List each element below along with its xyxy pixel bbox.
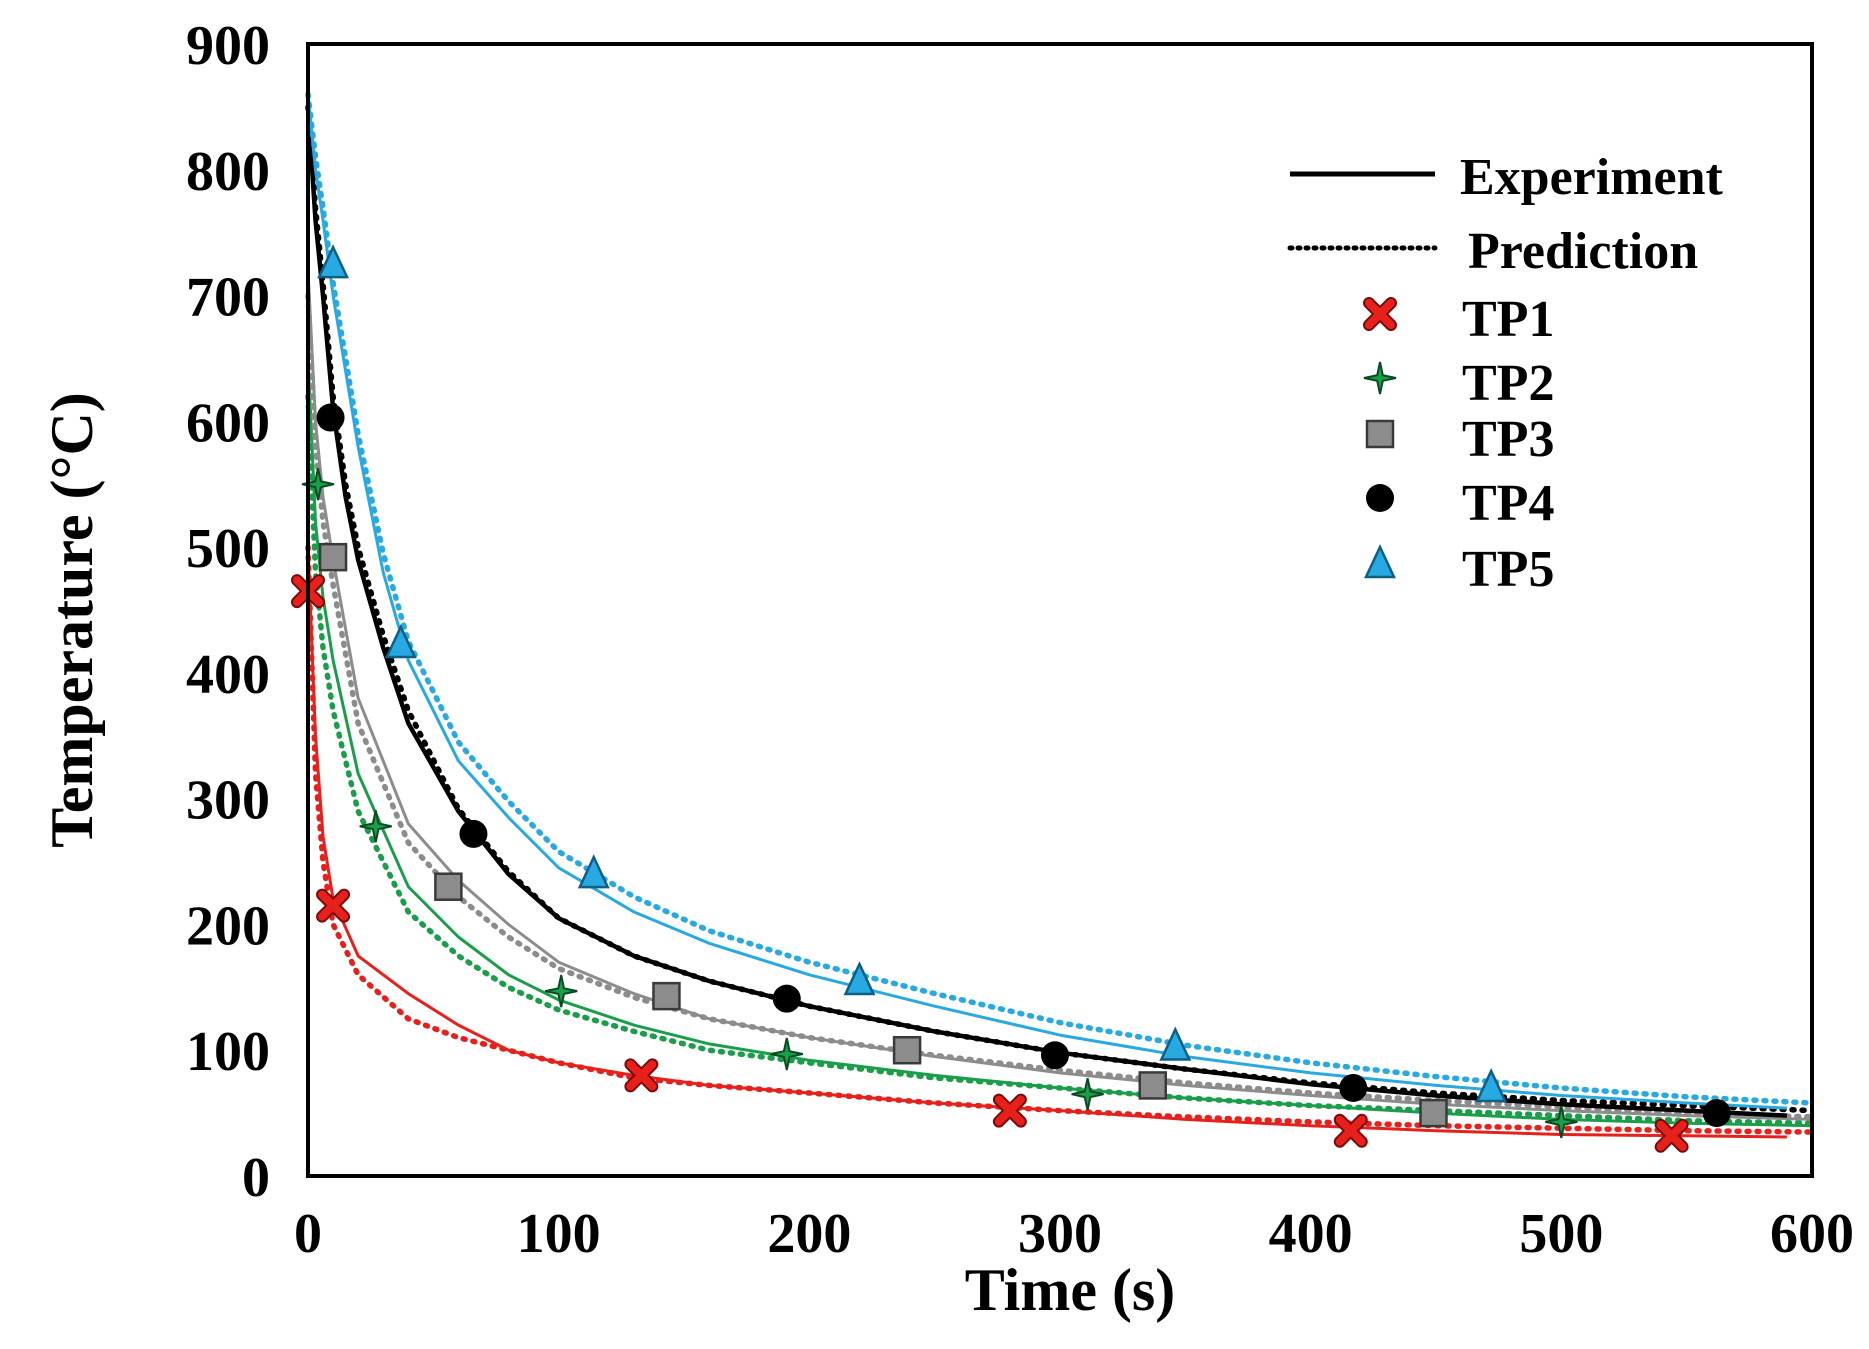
legend-tp4-label: TP4 bbox=[1462, 475, 1554, 532]
markers-layer bbox=[291, 244, 1731, 1153]
tp2-prediction-line bbox=[305, 393, 1815, 1126]
x-tick-label-600: 600 bbox=[1770, 1203, 1854, 1265]
y-tick-label-200: 200 bbox=[186, 895, 270, 957]
y-tick-label-500: 500 bbox=[186, 518, 270, 580]
tp4-marker bbox=[1040, 1041, 1069, 1070]
tp3-marker bbox=[434, 872, 463, 901]
x-tick-label-300: 300 bbox=[1018, 1203, 1102, 1265]
tp4-marker bbox=[316, 403, 345, 432]
tp4-marker bbox=[1339, 1073, 1368, 1102]
x-tick-label-200: 200 bbox=[767, 1203, 851, 1265]
tp3-marker bbox=[892, 1035, 922, 1065]
tp4-marker bbox=[772, 984, 801, 1013]
x-tick-label-400: 400 bbox=[1269, 1203, 1353, 1265]
legend-tp5-label: TP5 bbox=[1462, 541, 1554, 598]
y-axis-title: Temperature (°C) bbox=[39, 392, 105, 848]
tp5-marker bbox=[843, 961, 876, 996]
y-tick-label-400: 400 bbox=[186, 644, 270, 706]
y-tick-labels: 0 100 200 300 400 500 600 700 800 900 bbox=[186, 15, 270, 1209]
tp1-marker bbox=[316, 888, 351, 923]
tp3-prediction-line bbox=[305, 292, 1815, 1120]
y-tick-label-800: 800 bbox=[186, 141, 270, 203]
tp2-marker bbox=[1071, 1077, 1104, 1111]
tp3-marker bbox=[1419, 1098, 1448, 1128]
y-tick-label-0: 0 bbox=[242, 1147, 270, 1209]
tp3-marker bbox=[1138, 1071, 1167, 1100]
tp1-marker bbox=[992, 1093, 1027, 1128]
legend-experiment-label: Experiment bbox=[1460, 149, 1724, 206]
legend-tp2-label: TP2 bbox=[1462, 355, 1554, 412]
legend-prediction-label: Prediction bbox=[1468, 223, 1698, 280]
legend-tp5-swatch bbox=[1364, 544, 1396, 579]
tp3-marker bbox=[318, 542, 348, 572]
tp2-marker bbox=[1545, 1105, 1578, 1139]
tp1-marker bbox=[624, 1058, 659, 1093]
tp5-experiment-line bbox=[306, 94, 1787, 1110]
tp2-marker bbox=[770, 1037, 804, 1071]
tp4-marker bbox=[459, 819, 488, 848]
y-tick-label-900: 900 bbox=[186, 15, 270, 77]
y-tick-label-600: 600 bbox=[186, 392, 270, 454]
y-tick-label-300: 300 bbox=[186, 770, 270, 832]
tp2-marker bbox=[301, 467, 335, 501]
tp4-marker bbox=[1702, 1099, 1731, 1128]
legend-tp2-swatch bbox=[1363, 361, 1397, 395]
x-axis-title: Time (s) bbox=[965, 1257, 1176, 1323]
tp4-experiment-line bbox=[305, 106, 1788, 1118]
x-tick-label-100: 100 bbox=[517, 1203, 601, 1265]
legend-tp4-swatch bbox=[1366, 484, 1394, 512]
plot-frame bbox=[306, 42, 1814, 1178]
tp2-experiment-line bbox=[306, 358, 1813, 1128]
x-tick-labels: 0 100 200 300 400 500 600 bbox=[294, 1203, 1854, 1265]
tp5-marker bbox=[1475, 1067, 1508, 1103]
tp2-marker bbox=[544, 974, 578, 1008]
tp2-marker bbox=[359, 810, 392, 843]
tp5-marker bbox=[317, 244, 350, 279]
legend-tp3-swatch bbox=[1365, 419, 1395, 449]
tp1-marker bbox=[1333, 1113, 1368, 1148]
legend-tp1-label: TP1 bbox=[1462, 291, 1554, 348]
legend-tp3-label: TP3 bbox=[1462, 411, 1554, 468]
tp3-experiment-line bbox=[306, 270, 1813, 1121]
x-tick-label-500: 500 bbox=[1519, 1203, 1603, 1265]
y-tick-label-100: 100 bbox=[186, 1021, 270, 1083]
legend-tp1-swatch bbox=[1363, 297, 1397, 331]
x-tick-label-0: 0 bbox=[294, 1203, 322, 1265]
tp5-marker bbox=[384, 624, 417, 659]
tp5-marker bbox=[1159, 1026, 1192, 1061]
tp3-marker bbox=[652, 981, 681, 1011]
y-tick-label-700: 700 bbox=[186, 267, 270, 329]
tp1-marker bbox=[1654, 1118, 1689, 1153]
tp5-marker bbox=[577, 854, 610, 889]
